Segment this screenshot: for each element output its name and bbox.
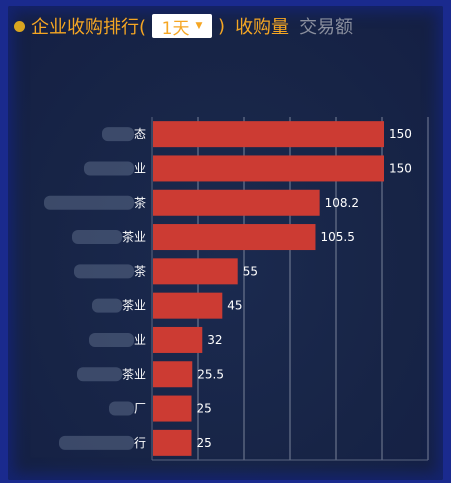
category-label: 厂 (134, 402, 146, 416)
data-label: 25 (197, 402, 212, 416)
redacted-label (89, 332, 134, 347)
data-label: 150 (389, 127, 412, 141)
data-label: 25.5 (197, 367, 224, 381)
data-label: 32 (207, 333, 222, 347)
category-label: 茶业 (122, 298, 146, 313)
data-label: 55 (243, 264, 258, 278)
redacted-label (59, 435, 134, 450)
category-label: 业 (134, 161, 146, 175)
bar[interactable] (153, 292, 223, 319)
redacted-label (44, 195, 134, 210)
bar[interactable] (153, 429, 192, 456)
redacted-label (77, 367, 122, 382)
redacted-label (74, 264, 134, 279)
category-label: 茶业 (122, 366, 146, 381)
data-label: 45 (227, 299, 242, 313)
bar[interactable] (153, 155, 384, 182)
bar[interactable] (153, 258, 238, 285)
category-label: 茶 (134, 263, 146, 278)
bar[interactable] (153, 326, 203, 353)
tab-trade-amount[interactable]: 交易额 (299, 17, 354, 38)
data-label: 25 (197, 436, 212, 450)
chevron-down-icon: ▼ (195, 21, 203, 31)
title-bullet-icon (14, 20, 25, 32)
redacted-label (92, 298, 122, 313)
period-select-value: 1天 (161, 18, 190, 39)
data-label: 108.2 (325, 196, 359, 210)
labels-layer: 态 150 业 150 茶 108.2 茶业 105.5 茶 55 茶业 45 业 32 茶业 25.5 厂 25… (44, 127, 412, 450)
bar[interactable] (153, 395, 192, 422)
data-label: 105.5 (320, 230, 354, 244)
bar[interactable] (153, 361, 193, 388)
category-label: 茶业 (122, 229, 146, 244)
bar[interactable] (153, 189, 320, 216)
category-label: 茶 (134, 195, 146, 210)
redacted-label (109, 401, 134, 416)
category-label: 态 (134, 127, 146, 141)
redacted-label (84, 161, 134, 176)
tab-purchase-volume[interactable]: 收购量 (235, 17, 290, 38)
bar[interactable] (153, 121, 384, 148)
redacted-label (72, 230, 122, 245)
category-label: 业 (134, 333, 146, 347)
category-label: 行 (134, 436, 146, 450)
data-label: 150 (389, 161, 412, 175)
bars-layer (153, 121, 384, 456)
title-close-paren: ) (218, 15, 226, 37)
header: 企业收购排行( 1天 ▼ ) 收购量 交易额 (10, 10, 353, 42)
redacted-label (102, 127, 134, 142)
period-select[interactable]: 1天 ▼ (152, 14, 213, 39)
panel-title: 企业收购排行( (31, 17, 147, 38)
bar[interactable] (153, 224, 316, 251)
